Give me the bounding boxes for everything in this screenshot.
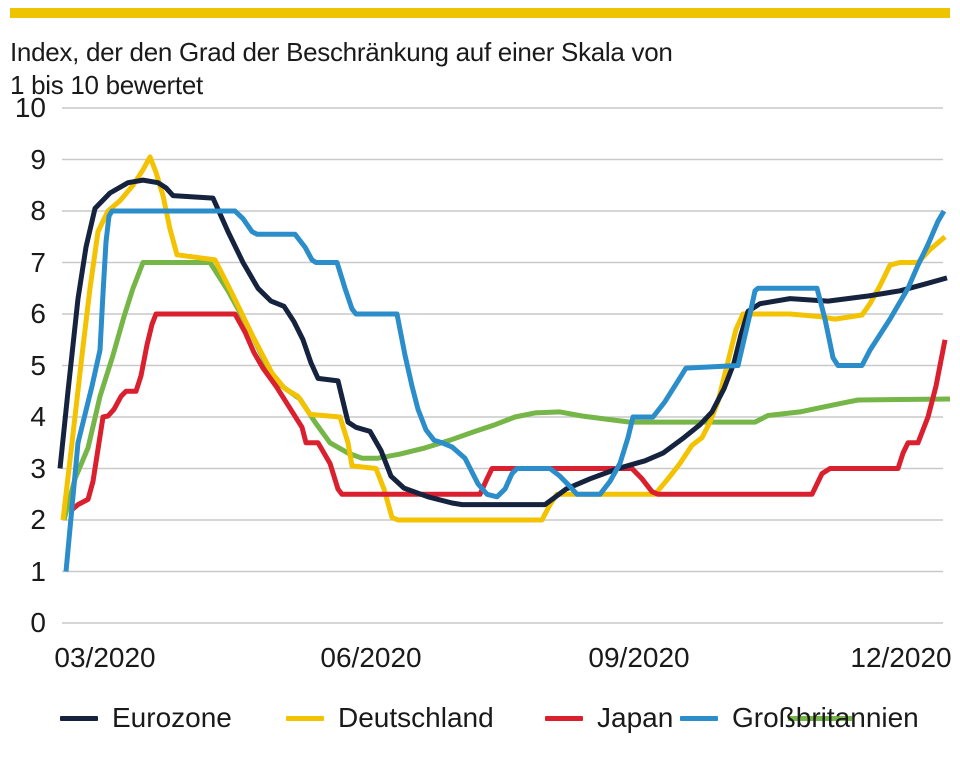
y-tick-label-1: 1	[30, 555, 46, 587]
accent-bar	[10, 8, 950, 18]
y-tick-label-0: 0	[30, 607, 46, 638]
x-tick-label-12/2020: 12/2020	[850, 642, 952, 673]
x-tick-label-03/2020: 03/2020	[54, 642, 156, 673]
legend-label-japan: Japan	[597, 702, 674, 733]
y-tick-label-10: 10	[14, 92, 46, 123]
x-tick-label-09/2020: 09/2020	[588, 642, 690, 673]
legend: Eurozone Deutschland Japan Großbritannie…	[0, 700, 960, 750]
legend-label-eurozone: Eurozone	[112, 702, 232, 733]
y-tick-label-8: 8	[30, 195, 46, 226]
legend-label-grossbritannien: Großbritannien	[732, 702, 919, 733]
y-tick-label-3: 3	[30, 452, 46, 484]
chart-title-line-1: Index, der den Grad der Beschränkung auf…	[10, 37, 673, 67]
x-tick-label-06/2020: 06/2020	[320, 642, 422, 673]
series-line-green	[61, 260, 951, 521]
legend-swatch-deutschland	[286, 716, 324, 721]
y-tick-label-4: 4	[30, 401, 46, 432]
y-tick-label-6: 6	[30, 298, 46, 329]
series-line-deutschland	[60, 154, 947, 523]
legend-swatch-grossbritannien	[680, 716, 718, 721]
y-tick-label-2: 2	[30, 504, 46, 535]
series-line-grobritannien	[63, 208, 947, 572]
y-tick-label-7: 7	[30, 246, 46, 278]
chart-title: Index, der den Grad der Beschränkung auf…	[10, 36, 810, 102]
chart-title-line-2: 1 bis 10 bewertet	[10, 70, 203, 100]
legend-swatch-japan	[545, 716, 583, 721]
legend-swatch-eurozone	[60, 716, 98, 721]
y-tick-label-9: 9	[30, 143, 46, 175]
legend-label-deutschland: Deutschland	[338, 702, 494, 733]
series-line-japan	[70, 311, 948, 512]
y-tick-label-5: 5	[30, 349, 46, 381]
series-line-eurozone	[57, 177, 948, 508]
legend-swatch-hidden-green	[788, 716, 852, 721]
